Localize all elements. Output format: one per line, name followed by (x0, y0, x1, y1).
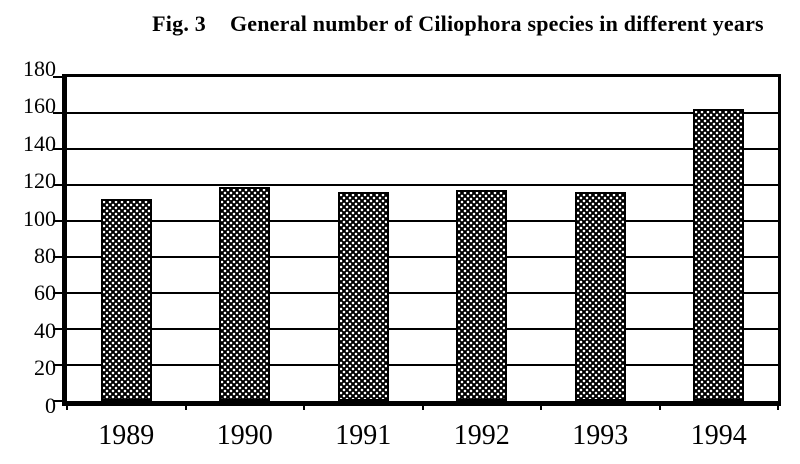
y-axis-tick-mark-160 (53, 112, 62, 114)
x-axis-tick-label-1992: 1992 (453, 420, 510, 451)
gridline-60 (67, 292, 778, 294)
figure-number-label: Fig. 3 (152, 11, 206, 36)
x-axis-tick-label-1990: 1990 (216, 420, 273, 451)
bar-1991 (337, 192, 389, 401)
x-axis-tick-mark-5 (658, 402, 661, 410)
y-axis-tick-mark-120 (53, 184, 62, 186)
y-axis-tick-mark-20 (53, 364, 62, 366)
y-axis-tick-label-100: 100 (23, 205, 56, 231)
gridline-80 (67, 256, 778, 258)
x-axis-tick-label-1994: 1994 (690, 420, 747, 451)
chart-title-text: General number of Ciliophora species in … (229, 11, 764, 36)
x-axis-tick-mark-4 (540, 402, 542, 410)
x-axis-tick-mark-0 (66, 402, 68, 410)
x-axis-tick-label-1989: 1989 (98, 420, 155, 451)
gridline-120 (67, 184, 778, 186)
gridline-20 (67, 364, 778, 366)
y-axis-tick-mark-60 (53, 292, 62, 294)
y-axis-tick-label-20: 20 (34, 355, 56, 381)
bar-1989 (100, 199, 152, 401)
y-axis-tick-mark-140 (53, 148, 62, 150)
x-axis-tick-mark-1 (184, 402, 187, 410)
gridline-40 (67, 328, 778, 330)
y-axis-tick-label-160: 160 (23, 93, 56, 119)
gridline-100 (67, 220, 778, 222)
y-axis-tick-mark-180 (53, 76, 62, 78)
bar-1994 (693, 109, 745, 401)
y-axis-tick-label-40: 40 (34, 317, 56, 343)
bar-1990 (219, 186, 271, 401)
bar-1993 (574, 192, 626, 401)
gridline-160 (67, 112, 778, 114)
y-axis-tick-label-180: 180 (23, 56, 56, 81)
x-axis-tick-mark-3 (421, 402, 424, 410)
x-axis-tick-label-1993: 1993 (572, 420, 629, 451)
bar-1992 (456, 190, 508, 401)
y-axis-tick-mark-80 (53, 256, 62, 258)
y-axis-tick-label-140: 140 (23, 130, 56, 156)
gridline-140 (67, 148, 778, 150)
plot-area (62, 74, 781, 406)
x-axis-tick-label-1991: 1991 (335, 420, 392, 451)
y-axis-tick-mark-0 (53, 400, 62, 402)
y-axis-tick-label-80: 80 (34, 243, 56, 268)
x-axis-tick-mark-2 (303, 402, 305, 410)
y-axis-tick-label-60: 60 (34, 280, 56, 306)
y-axis-tick-label-0: 0 (45, 392, 56, 418)
y-axis-tick-label-120: 120 (23, 168, 56, 194)
x-axis-tick-mark-6 (777, 402, 779, 410)
y-axis-tick-mark-100 (53, 220, 62, 222)
y-axis-tick-mark-40 (53, 328, 62, 330)
chart-title: Fig. 3 General number of Ciliophora speci… (120, 11, 796, 37)
